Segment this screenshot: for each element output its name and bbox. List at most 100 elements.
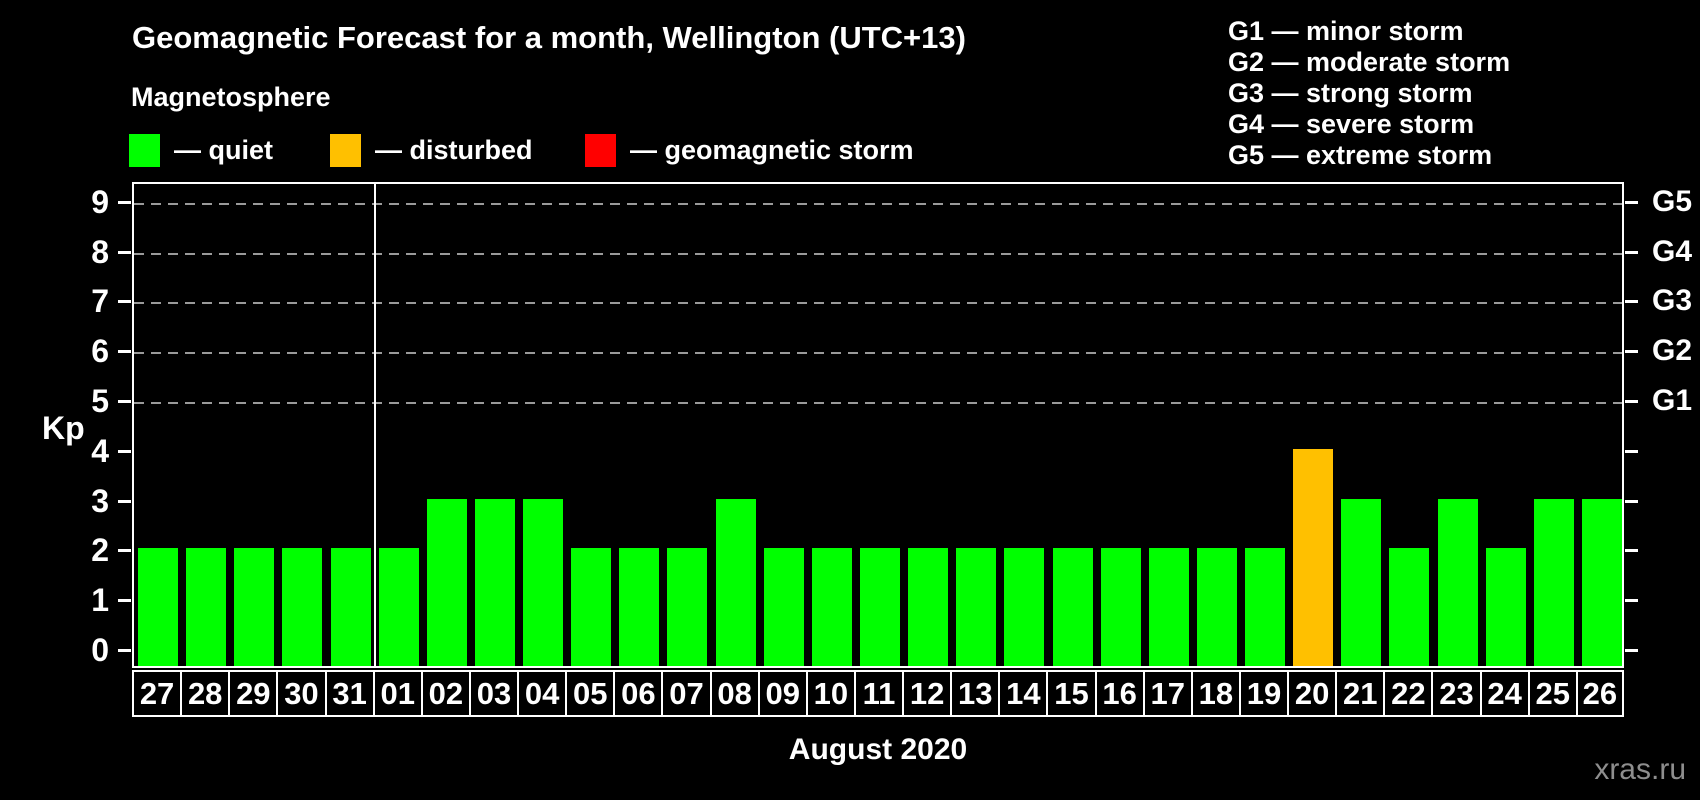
g1-legend-line: G1 — minor storm xyxy=(1228,16,1464,46)
g-level-label-G2: G2 xyxy=(1652,334,1693,368)
kp-bar-03 xyxy=(474,498,515,666)
y-tick-right-0 xyxy=(1625,649,1638,652)
g4-legend-line: G4 — severe storm xyxy=(1228,109,1475,139)
day-cell-16: 16 xyxy=(1094,670,1145,717)
day-cell-04: 04 xyxy=(517,670,568,717)
day-cell-27: 27 xyxy=(132,670,183,717)
kp-bar-27 xyxy=(138,548,179,666)
y-tick-label-1: 1 xyxy=(91,582,109,619)
y-tick-left-1 xyxy=(118,599,131,603)
gridline-kp8 xyxy=(134,252,1622,255)
y-tick-right-2 xyxy=(1625,549,1638,553)
day-cell-07: 07 xyxy=(661,670,712,717)
kp-bar-16 xyxy=(1100,548,1141,666)
day-cell-11: 11 xyxy=(853,670,905,717)
watermark: xras.ru xyxy=(1594,753,1686,786)
y-tick-label-7: 7 xyxy=(91,283,109,320)
kp-bar-02 xyxy=(426,498,467,666)
kp-bar-13 xyxy=(956,548,997,666)
disturbed-color-swatch xyxy=(330,134,361,167)
kp-bar-29 xyxy=(234,548,275,666)
kp-bar-07 xyxy=(667,548,708,666)
kp-bar-08 xyxy=(715,498,756,666)
day-cell-13: 13 xyxy=(950,670,1001,717)
day-cell-26: 26 xyxy=(1575,670,1624,717)
day-cell-09: 09 xyxy=(757,670,808,717)
y-tick-right-9 xyxy=(1625,200,1638,204)
y-tick-label-9: 9 xyxy=(91,183,109,220)
y-tick-label-8: 8 xyxy=(91,233,109,270)
day-cell-20: 20 xyxy=(1287,670,1338,717)
day-cell-01: 01 xyxy=(372,670,423,717)
y-tick-left-0 xyxy=(118,649,131,652)
y-tick-left-3 xyxy=(118,499,131,503)
legend-item-quiet: — quiet xyxy=(129,134,273,167)
day-cell-02: 02 xyxy=(420,670,471,717)
y-tick-right-3 xyxy=(1625,499,1638,503)
legend-label-disturbed: — disturbed xyxy=(375,135,533,165)
y-tick-right-6 xyxy=(1625,350,1638,354)
y-tick-label-6: 6 xyxy=(91,333,109,370)
day-cell-30: 30 xyxy=(276,670,327,717)
gridline-kp6 xyxy=(134,352,1622,355)
day-cell-23: 23 xyxy=(1431,670,1482,717)
quiet-color-swatch xyxy=(129,134,160,167)
kp-bar-01 xyxy=(378,548,419,666)
g-level-label-G1: G1 xyxy=(1652,384,1693,417)
y-tick-left-4 xyxy=(118,449,131,453)
legend-item-disturbed: — disturbed xyxy=(330,134,533,167)
day-cell-19: 19 xyxy=(1238,670,1290,717)
kp-bar-12 xyxy=(908,548,949,666)
legend-item-storm: — geomagnetic storm xyxy=(585,134,914,167)
kp-bar-05 xyxy=(571,548,612,666)
y-tick-left-6 xyxy=(118,350,131,354)
y-tick-right-1 xyxy=(1625,599,1638,603)
kp-bar-04 xyxy=(523,498,564,666)
gridline-kp7 xyxy=(134,302,1622,305)
g5-legend-line: G5 — extreme storm xyxy=(1228,140,1493,170)
legend-label-storm: — geomagnetic storm xyxy=(630,135,914,165)
day-cell-06: 06 xyxy=(613,670,664,717)
kp-bar-17 xyxy=(1148,548,1189,666)
kp-bar-11 xyxy=(860,548,900,666)
kp-bar-22 xyxy=(1389,548,1430,666)
day-cell-29: 29 xyxy=(228,670,279,717)
y-tick-label-3: 3 xyxy=(91,482,109,519)
y-tick-left-2 xyxy=(118,549,131,553)
y-tick-left-7 xyxy=(118,300,131,304)
day-cell-21: 21 xyxy=(1335,670,1386,717)
day-cell-17: 17 xyxy=(1142,670,1193,717)
gridline-kp5 xyxy=(134,402,1622,404)
day-cell-18: 18 xyxy=(1190,670,1241,717)
kp-bar-25 xyxy=(1533,498,1574,666)
kp-bar-30 xyxy=(282,548,323,666)
y-tick-left-5 xyxy=(118,400,131,403)
day-cell-08: 08 xyxy=(709,670,760,717)
day-cell-03: 03 xyxy=(468,670,520,717)
kp-bar-09 xyxy=(763,548,804,666)
storm-color-swatch xyxy=(585,134,616,167)
g-scale-legend: G1 — minor storm G2 — moderate storm G3 … xyxy=(1228,16,1510,171)
kp-bar-06 xyxy=(619,548,660,666)
day-cell-15: 15 xyxy=(1046,670,1097,717)
g-level-label-G3: G3 xyxy=(1652,284,1693,318)
month-separator xyxy=(373,184,376,666)
kp-bar-26 xyxy=(1581,498,1622,666)
day-cell-05: 05 xyxy=(565,670,616,717)
kp-bar-31 xyxy=(330,548,371,666)
day-cell-22: 22 xyxy=(1383,670,1434,717)
day-cell-24: 24 xyxy=(1479,670,1530,717)
plot-area xyxy=(132,182,1624,668)
day-cell-28: 28 xyxy=(180,670,231,717)
gridline-kp9 xyxy=(134,202,1622,205)
y-tick-right-8 xyxy=(1625,250,1638,254)
y-tick-label-2: 2 xyxy=(91,532,109,569)
magnetosphere-subtitle: Magnetosphere xyxy=(131,82,331,112)
kp-bar-21 xyxy=(1341,498,1382,666)
kp-bar-23 xyxy=(1437,498,1478,666)
kp-bar-15 xyxy=(1052,548,1093,666)
kp-bar-20 xyxy=(1293,448,1334,666)
kp-bar-14 xyxy=(1004,548,1045,666)
page-title: Geomagnetic Forecast for a month, Wellin… xyxy=(132,20,966,55)
